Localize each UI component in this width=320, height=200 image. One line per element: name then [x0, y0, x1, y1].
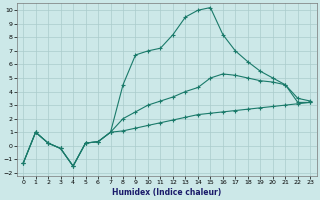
- X-axis label: Humidex (Indice chaleur): Humidex (Indice chaleur): [112, 188, 221, 197]
